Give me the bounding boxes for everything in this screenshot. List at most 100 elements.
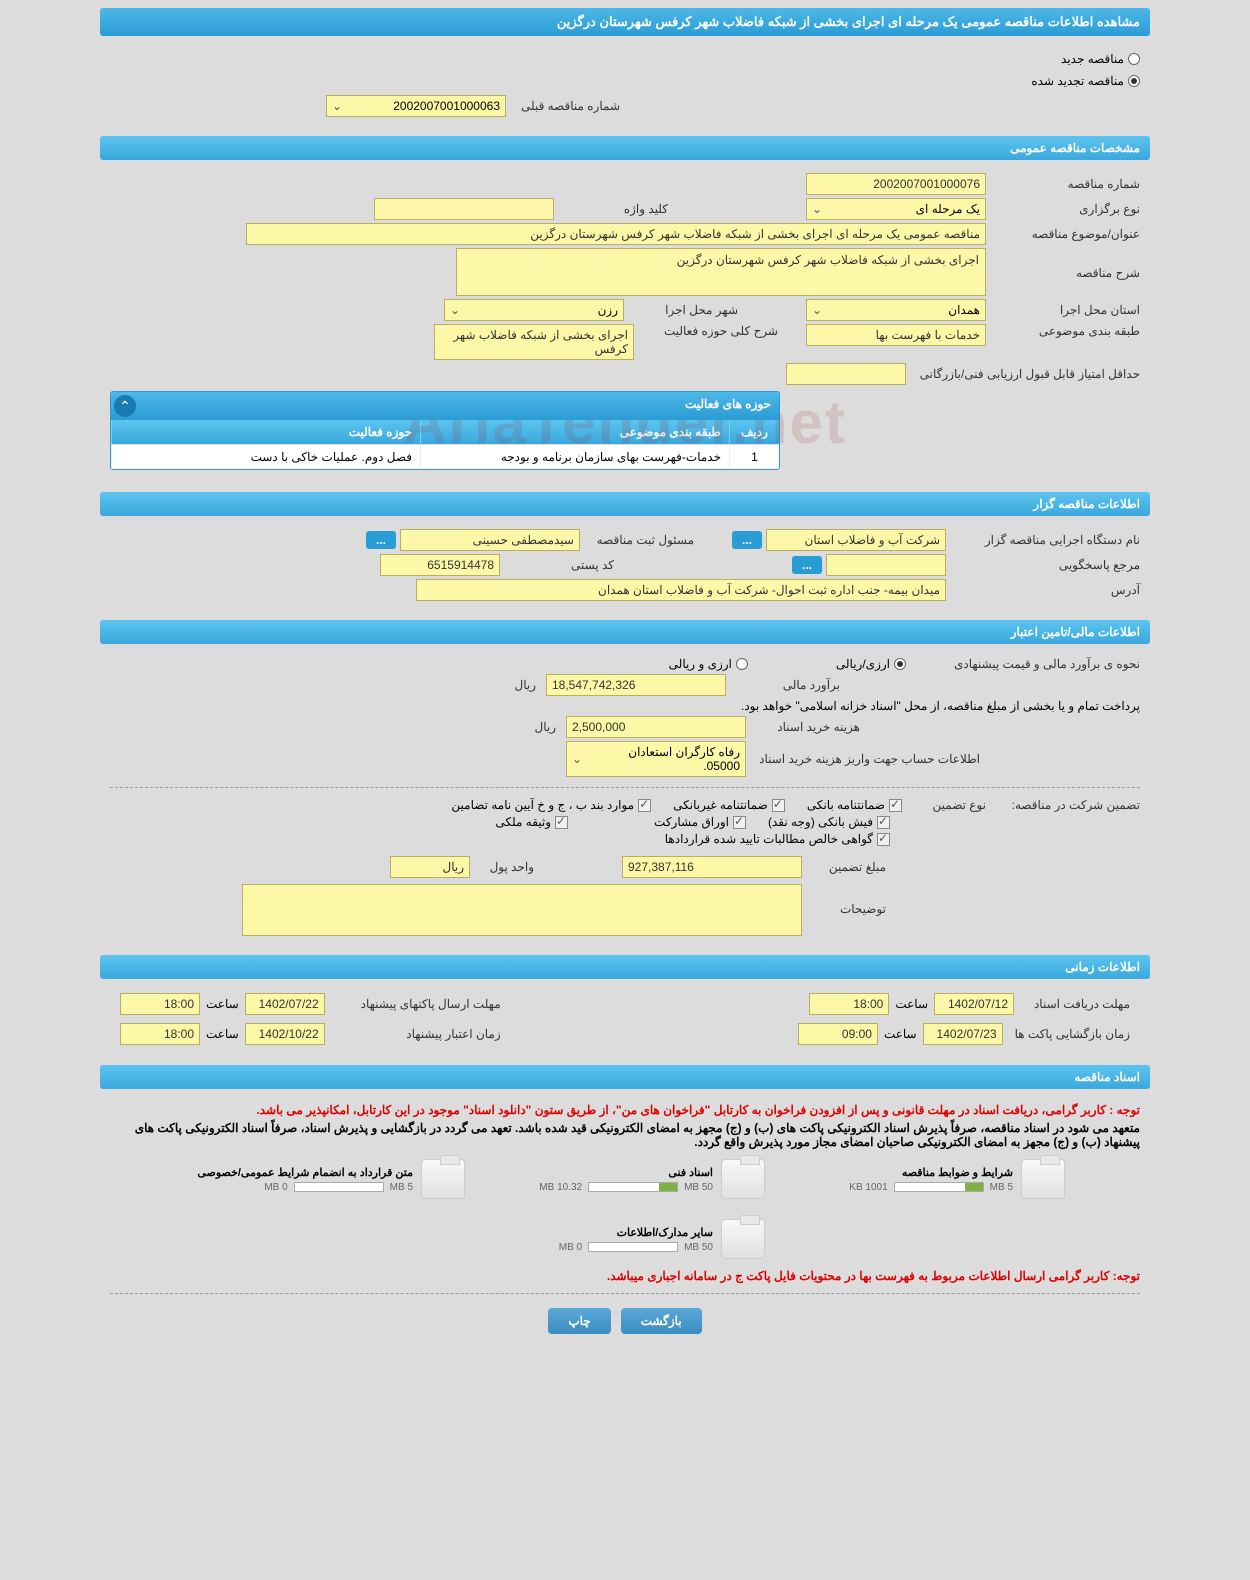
open-date-value: 1402/07/23	[937, 1027, 997, 1041]
keyword-input[interactable]	[374, 198, 554, 220]
doc-size-3: 0 MB	[559, 1242, 582, 1253]
account-select[interactable]: رفاه کارگران استعادان 05000. ⌄	[566, 741, 746, 777]
postal-label: کد پستی	[504, 558, 614, 572]
separator	[110, 787, 1140, 788]
radio-new[interactable]	[1128, 53, 1140, 65]
subject-input[interactable]: مناقصه عمومی یک مرحله ای اجرای بخشی از ش…	[246, 223, 986, 245]
resp-dots-button[interactable]: ...	[366, 531, 396, 549]
receive-time[interactable]: 18:00	[809, 993, 889, 1015]
radio-rial-label: ارزی/ریالی	[836, 657, 890, 671]
desc-input[interactable]: اجرای بخشی از شبکه فاضلاب شهر کرفس شهرست…	[456, 248, 986, 296]
category-label: طبقه بندی موضوعی	[990, 324, 1140, 338]
estimate-input[interactable]: 18,547,742,326	[546, 674, 726, 696]
doc-max-1: 50 MB	[684, 1182, 713, 1193]
doc-size-2: 0 MB	[264, 1182, 287, 1193]
unit-value: ریال	[442, 860, 464, 874]
col-act: حوزه فعالیت	[111, 420, 420, 444]
contact-dots-button[interactable]: ...	[792, 556, 822, 574]
postal-value: 6515914478	[427, 558, 494, 572]
time-label-2: ساعت	[206, 997, 239, 1011]
g-amount-input[interactable]: 927,387,116	[622, 856, 802, 878]
number-input[interactable]: 2002007001000076	[806, 173, 986, 195]
doc-cost-input[interactable]: 2,500,000	[566, 716, 746, 738]
notice-2: متعهد می شود در اسناد مناقصه، صرفاً پذیر…	[110, 1121, 1140, 1149]
province-value: همدان	[948, 303, 980, 317]
minscore-input[interactable]	[786, 363, 906, 385]
contact-input[interactable]	[826, 554, 946, 576]
responsible-input[interactable]: سیدمصطفی حسینی	[400, 529, 580, 551]
valid-time[interactable]: 18:00	[120, 1023, 200, 1045]
city-select[interactable]: رزن ⌄	[444, 299, 624, 321]
table-title: حوزه های فعالیت	[139, 392, 779, 420]
type-label: نوع برگزاری	[990, 202, 1140, 216]
receive-date-value: 1402/07/12	[948, 997, 1008, 1011]
activity-label: شرح کلی حوزه فعالیت	[638, 324, 778, 338]
keyword-label: کلید واژه	[558, 202, 668, 216]
collapse-icon[interactable]: ⌃	[114, 395, 136, 417]
open-date[interactable]: 1402/07/23	[923, 1023, 1003, 1045]
address-label: آدرس	[950, 583, 1140, 597]
doc-grid: شرایط و ضوابط مناقصه 5 MB 1001 KB اسناد …	[110, 1159, 1140, 1259]
valid-time-value: 18:00	[164, 1027, 194, 1041]
activity-input[interactable]: اجرای بخشی از شبکه فاضلاب شهر کرفس	[434, 324, 634, 360]
doc-title-1: اسناد فنی	[485, 1166, 713, 1179]
city-label: شهر محل اجرا	[628, 303, 738, 317]
tender-type-radio-group: مناقصه جدید	[110, 48, 1140, 70]
estimate-label: برآورد مالی	[730, 678, 840, 692]
folder-icon	[721, 1219, 765, 1259]
prev-number-select[interactable]: 2002007001000063 ⌄	[326, 95, 506, 117]
category-input[interactable]: خدمات با فهرست بها	[806, 324, 986, 346]
print-button[interactable]: چاپ	[548, 1308, 610, 1334]
section-financial: اطلاعات مالی/تامین اعتبار	[100, 620, 1150, 644]
send-time[interactable]: 18:00	[120, 993, 200, 1015]
address-input[interactable]: میدان بیمه- جنب اداره ثبت احوال- شرکت آب…	[416, 579, 946, 601]
unit-input[interactable]: ریال	[390, 856, 470, 878]
doc-item-1[interactable]: اسناد فنی 50 MB 10.32 MB	[485, 1159, 765, 1199]
org-name-label: نام دستگاه اجرایی مناقصه گزار	[950, 533, 1140, 547]
doc-max-3: 50 MB	[684, 1242, 713, 1253]
back-button[interactable]: بازگشت	[621, 1308, 702, 1334]
cb-cash[interactable]	[877, 816, 890, 829]
guarantee-type-label: نوع تضمین	[906, 798, 986, 812]
g-amount-value: 927,387,116	[628, 860, 694, 874]
cb-receivables[interactable]	[877, 833, 890, 846]
rial-label-2: ریال	[534, 720, 556, 734]
account-label: اطلاعات حساب جهت واریز هزینه خرید اسناد	[750, 752, 980, 766]
cb-bank[interactable]	[889, 799, 902, 812]
cb-bonds[interactable]	[733, 816, 746, 829]
receive-date[interactable]: 1402/07/12	[934, 993, 1014, 1015]
notes-label: توضیحات	[806, 884, 886, 916]
account-value: رفاه کارگران استعادان 05000.	[590, 745, 740, 773]
guarantee-label: تضمین شرکت در مناقصه:	[990, 798, 1140, 812]
cb-nonbank[interactable]	[772, 799, 785, 812]
radio-both[interactable]	[736, 658, 748, 670]
cb-regs[interactable]	[638, 799, 651, 812]
type-select[interactable]: یک مرحله ای ⌄	[806, 198, 986, 220]
org-dots-button[interactable]: ...	[732, 531, 762, 549]
col-cat: طبقه بندی موضوعی	[420, 420, 729, 444]
cb-property[interactable]	[555, 816, 568, 829]
postal-input[interactable]: 6515914478	[380, 554, 500, 576]
subject-value: مناقصه عمومی یک مرحله ای اجرای بخشی از ش…	[530, 227, 980, 241]
doc-item-0[interactable]: شرایط و ضوابط مناقصه 5 MB 1001 KB	[785, 1159, 1065, 1199]
valid-date[interactable]: 1402/10/22	[245, 1023, 325, 1045]
minscore-label: حداقل امتیاز قابل قبول ارزیابی فنی/بازرگ…	[910, 367, 1140, 381]
cb-regs-label: موارد بند ب ، ج و خ آیین نامه تضامین	[451, 798, 634, 812]
send-time-value: 18:00	[164, 997, 194, 1011]
open-time[interactable]: 09:00	[798, 1023, 878, 1045]
notes-input[interactable]	[242, 884, 802, 936]
folder-icon	[421, 1159, 465, 1199]
radio-rial[interactable]	[894, 658, 906, 670]
radio-renewed[interactable]	[1128, 75, 1140, 87]
cb-receivables-label: گواهی خالص مطالبات تایید شده قراردادها	[665, 832, 873, 846]
send-date[interactable]: 1402/07/22	[245, 993, 325, 1015]
doc-title-0: شرایط و ضوابط مناقصه	[785, 1166, 1013, 1179]
doc-item-3[interactable]: سایر مدارک/اطلاعات 50 MB 0 MB	[485, 1219, 765, 1259]
cb-property-label: وثیقه ملکی	[495, 815, 551, 829]
progress-bar-3	[588, 1242, 678, 1252]
org-name-input[interactable]: شرکت آب و فاضلاب استان	[766, 529, 946, 551]
section-timing: اطلاعات زمانی	[100, 955, 1150, 979]
page-title: مشاهده اطلاعات مناقصه عمومی یک مرحله ای …	[100, 8, 1150, 36]
doc-item-2[interactable]: متن قرارداد به انضمام شرایط عمومی/خصوصی …	[185, 1159, 465, 1199]
province-select[interactable]: همدان ⌄	[806, 299, 986, 321]
